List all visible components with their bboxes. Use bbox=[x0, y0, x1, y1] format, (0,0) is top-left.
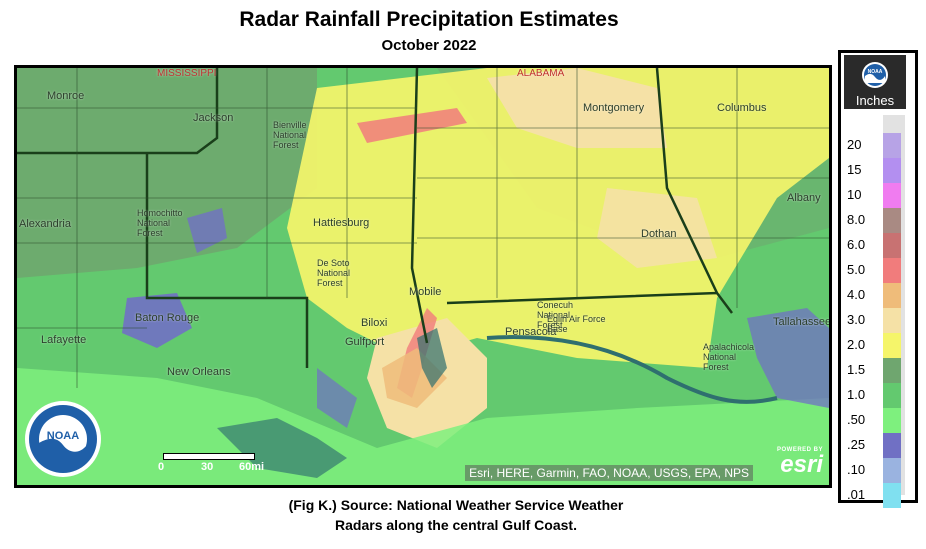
coastal-wetlands bbox=[217, 418, 347, 478]
city-label-baton-rouge: Baton Rouge bbox=[135, 312, 200, 324]
noaa-seal-text: NOAA bbox=[47, 430, 79, 442]
legend-label: 5.0 bbox=[847, 262, 866, 277]
rain-zone-1-5in bbox=[17, 68, 317, 278]
precipitation-legend: NOAA Inches 20 15 10 8.0 6.0 5.0 4.0 3.0 2.0 1.5 1… bbox=[838, 50, 918, 508]
map-canvas[interactable] bbox=[17, 68, 829, 485]
legend-label: 4.0 bbox=[847, 287, 866, 302]
legend-label: 6.0 bbox=[847, 237, 866, 252]
city-label-montgomery: Montgomery bbox=[583, 102, 645, 114]
forest-label-homochitto: Homochitto National Forest bbox=[137, 208, 183, 238]
city-label-biloxi: Biloxi bbox=[361, 317, 388, 329]
city-label-tallahassee: Tallahassee bbox=[773, 316, 832, 328]
forest-label-apalachicola: Apalachicola National Forest bbox=[703, 342, 755, 372]
legend-label: 20 bbox=[847, 137, 862, 152]
legend-label: 2.0 bbox=[847, 337, 866, 352]
noaa-logo-icon: NOAA bbox=[862, 62, 888, 88]
rain-zone-3in-east bbox=[597, 188, 717, 268]
legend-units: Inches bbox=[855, 93, 895, 108]
esri-logo[interactable]: POWERED BY esri bbox=[761, 447, 823, 483]
state-border-ms-la-south bbox=[145, 153, 309, 368]
state-border-al-ga bbox=[655, 68, 719, 294]
city-label-columbus: Columbus bbox=[717, 102, 767, 114]
legend-label: .50 bbox=[847, 412, 866, 427]
legend-label: 10 bbox=[847, 187, 862, 202]
legend-swatch bbox=[883, 358, 901, 383]
city-label-jackson: Jackson bbox=[193, 112, 234, 124]
legend-swatch bbox=[883, 408, 901, 433]
panhandle-coastline bbox=[486, 335, 778, 404]
esri-wordmark: esri bbox=[780, 451, 823, 478]
legend-label: 3.0 bbox=[847, 312, 866, 327]
scalebar-bar bbox=[163, 453, 255, 460]
city-label-new-orleans: New Orleans bbox=[167, 366, 231, 378]
legend-header: NOAA Inches bbox=[844, 55, 906, 109]
county-boundaries bbox=[17, 68, 829, 388]
legend-swatch bbox=[883, 308, 901, 333]
esri-powered-by: POWERED BY bbox=[776, 447, 823, 453]
noaa-seal-icon: NOAA bbox=[25, 401, 101, 477]
mobile-bay bbox=[417, 328, 447, 388]
legend-swatch bbox=[883, 183, 901, 208]
city-label-mobile: Mobile bbox=[409, 286, 442, 298]
figure-caption-line-1: (Fig K.) Source: National Weather Servic… bbox=[288, 497, 624, 513]
legend-swatch bbox=[883, 233, 901, 258]
rain-zone-0-25in-central bbox=[187, 208, 227, 253]
legend-label: .10 bbox=[847, 462, 866, 477]
rainfall-map[interactable]: Monroe Jackson Montgomery Columbus Alexa… bbox=[14, 65, 832, 488]
page-subtitle: October 2022 bbox=[381, 37, 477, 54]
legend-label: 15 bbox=[847, 162, 862, 177]
map-scalebar: 0 30 60mi bbox=[153, 449, 265, 475]
legend-swatch bbox=[883, 458, 901, 483]
rain-zone-0-25in-tallahassee bbox=[747, 308, 829, 408]
city-label-pensacola: Pensacola bbox=[505, 326, 557, 338]
forest-label-bienville: Bienville National Forest bbox=[273, 120, 307, 150]
legend-swatch bbox=[883, 383, 901, 408]
legend-swatch bbox=[883, 333, 901, 358]
forest-label-conecuh: Conecuh National Forest bbox=[537, 300, 574, 330]
legend-swatch bbox=[883, 483, 901, 508]
rain-zone-0-25in-baton-rouge bbox=[122, 293, 192, 348]
legend-swatch bbox=[883, 433, 901, 458]
city-label-dothan: Dothan bbox=[641, 228, 677, 240]
rain-zone-5in-north bbox=[357, 108, 467, 143]
city-label-lafayette: Lafayette bbox=[41, 334, 87, 346]
city-label-monroe: Monroe bbox=[47, 90, 85, 102]
page-title: Radar Rainfall Precipitation Estimates bbox=[239, 8, 619, 31]
legend-label: 1.5 bbox=[847, 362, 866, 377]
legend-swatch bbox=[883, 133, 901, 158]
state-label-mississippi: MISSISSIPPI bbox=[157, 68, 217, 79]
state-border-ms-al bbox=[410, 68, 429, 344]
scalebar-label-0: 0 bbox=[158, 461, 165, 473]
legend-label: 1.0 bbox=[847, 387, 866, 402]
legend-swatch bbox=[883, 208, 901, 233]
legend-swatch bbox=[883, 158, 901, 183]
city-label-albany: Albany bbox=[787, 192, 821, 204]
legend-label: 8.0 bbox=[847, 212, 866, 227]
noaa-logo-text: NOAA bbox=[868, 69, 883, 75]
figure-caption-line-2: Radars along the central Gulf Coast. bbox=[335, 517, 577, 533]
city-label-hattiesburg: Hattiesburg bbox=[313, 217, 370, 229]
scalebar-label-30: 30 bbox=[201, 461, 214, 473]
forest-label-de-soto: De Soto National Forest bbox=[317, 258, 351, 288]
legend-swatch bbox=[883, 258, 901, 283]
state-label-alabama: ALABAMA bbox=[517, 68, 565, 79]
legend-swatch bbox=[883, 283, 901, 308]
legend-label: .25 bbox=[847, 437, 866, 452]
rain-zone-0-25in-gulf bbox=[317, 368, 357, 428]
scalebar-label-60: 60mi bbox=[239, 461, 265, 473]
city-label-gulfport: Gulfport bbox=[345, 336, 385, 348]
base-label-eglin: Eglin Air Force Base bbox=[547, 314, 606, 334]
city-label-alexandria: Alexandria bbox=[19, 218, 71, 230]
map-attribution[interactable]: Esri, HERE, Garmin, FAO, NOAA, USGS, EPA… bbox=[465, 465, 753, 481]
state-border-la-ms bbox=[17, 68, 219, 155]
legend-label: .01 bbox=[847, 487, 866, 502]
